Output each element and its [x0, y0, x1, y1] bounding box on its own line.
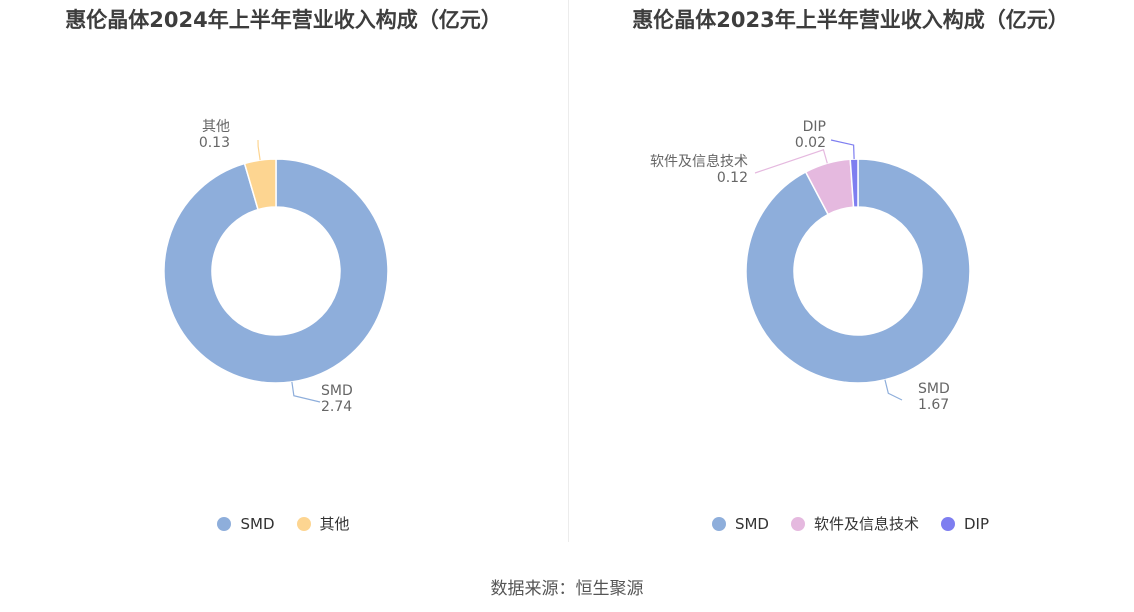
- slice-value-smd-1: 1.67: [918, 397, 949, 413]
- leader-line-item-1-1: [754, 149, 828, 174]
- slice-label-smd-1: SMD: [918, 381, 950, 397]
- chart-divider: [568, 0, 569, 542]
- legend-marker-item-1-1: [790, 516, 805, 531]
- legend-label-smd-1: SMD: [734, 514, 769, 533]
- slice-smd-0: [163, 158, 389, 384]
- slice-label-smd-0: SMD: [321, 383, 353, 399]
- legend-item-smd-1[interactable]: SMD: [711, 513, 769, 534]
- legend-marker-item-1-0: [296, 516, 311, 531]
- legend-2023: SMD 软件及信息技术 DIP: [567, 513, 1134, 534]
- slice-value-dip-1: 0.02: [795, 135, 826, 151]
- slice-value-item-1-0: 0.13: [199, 135, 230, 151]
- leader-line-smd-0: [291, 381, 321, 403]
- leader-line-dip-1: [830, 139, 855, 160]
- leader-line-item-1-0: [257, 139, 261, 161]
- slice-label-item-1-1: 软件及信息技术: [650, 153, 748, 170]
- chart-title-2024: 惠伦晶体2024年上半年营业收入构成（亿元）: [65, 8, 502, 32]
- legend-marker-smd-1: [711, 516, 726, 531]
- slice-value-item-1-1: 0.12: [717, 170, 748, 186]
- legend-item-item-1-0[interactable]: 其他: [296, 513, 350, 534]
- slice-value-smd-0: 2.74: [321, 399, 352, 415]
- legend-label-dip-1: DIP: [964, 514, 990, 533]
- legend-2024: SMD 其他: [0, 513, 567, 534]
- data-source-note: 数据来源：恒生聚源: [490, 579, 644, 599]
- legend-marker-smd-0: [217, 516, 232, 531]
- legend-item-smd-0[interactable]: SMD: [217, 513, 275, 534]
- legend-label-smd-0: SMD: [240, 514, 275, 533]
- slice-label-dip-1: DIP: [803, 119, 826, 135]
- chart-title-2023: 惠伦晶体2023年上半年营业收入构成（亿元）: [632, 8, 1069, 32]
- legend-label-item-1-1: 软件及信息技术: [813, 515, 919, 533]
- legend-item-dip-1[interactable]: DIP: [941, 513, 989, 534]
- legend-item-item-1-1[interactable]: 软件及信息技术: [790, 513, 919, 534]
- slice-item-1-0: [243, 158, 277, 211]
- legend-label-item-1-0: 其他: [319, 515, 350, 533]
- legend-marker-dip-1: [941, 516, 955, 531]
- slice-label-item-1-0: 其他: [202, 119, 230, 135]
- slice-dip-1: [849, 158, 859, 208]
- slice-smd-1: [745, 158, 971, 384]
- leader-line-smd-1: [884, 379, 903, 401]
